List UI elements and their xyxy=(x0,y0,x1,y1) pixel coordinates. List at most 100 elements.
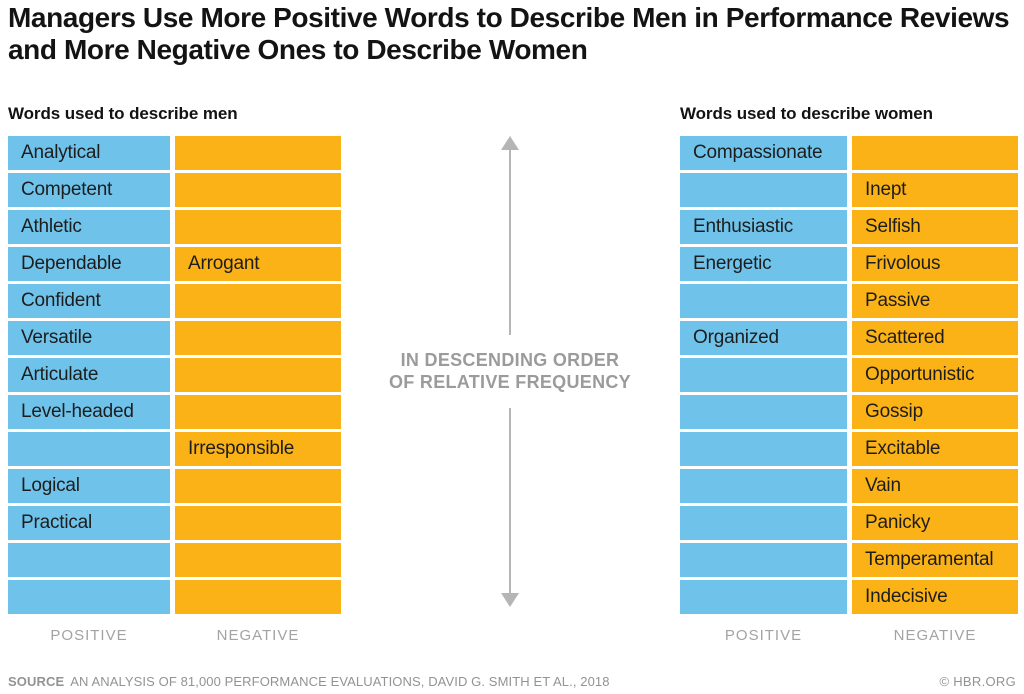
women-word-rows: Compassionate Inept Enthusiastic Selfish Ene… xyxy=(680,136,1018,614)
negative-word-cell: Vain xyxy=(852,469,1018,503)
positive-word-cell xyxy=(8,432,170,466)
women-negative-label: NEGATIVE xyxy=(893,627,977,644)
positive-word-cell: Energetic xyxy=(680,247,847,281)
men-words-panel: Words used to describe men Analytical Com… xyxy=(8,104,341,644)
positive-word-cell: Analytical xyxy=(8,136,170,170)
negative-word-cell: Inept xyxy=(852,173,1018,207)
arrow-up-icon xyxy=(501,136,519,150)
positive-word-cell: Dependable xyxy=(8,247,170,281)
word-row: Organized Scattered xyxy=(680,321,1018,355)
negative-word-cell xyxy=(175,580,341,614)
positive-word-cell: Practical xyxy=(8,506,170,540)
source-label: SOURCE xyxy=(8,674,65,689)
positive-word-cell xyxy=(8,580,170,614)
word-row: Practical xyxy=(8,506,341,540)
positive-word-cell: Versatile xyxy=(8,321,170,355)
word-row: Logical xyxy=(8,469,341,503)
positive-word-cell: Organized xyxy=(680,321,847,355)
positive-word-cell xyxy=(8,543,170,577)
positive-word-cell xyxy=(680,506,847,540)
frequency-annotation-line1: IN DESCENDING ORDER xyxy=(400,350,620,370)
positive-word-cell xyxy=(680,358,847,392)
word-row: Irresponsible xyxy=(8,432,341,466)
positive-word-cell xyxy=(680,543,847,577)
negative-word-cell: Gossip xyxy=(852,395,1018,429)
positive-word-cell xyxy=(680,469,847,503)
negative-word-cell xyxy=(175,395,341,429)
negative-word-cell xyxy=(175,321,341,355)
frequency-annotation-line2: OF RELATIVE FREQUENCY xyxy=(389,372,631,392)
word-row: Articulate xyxy=(8,358,341,392)
arrow-up-shaft xyxy=(509,149,511,335)
source-note: SOURCE AN ANALYSIS OF 81,000 PERFORMANCE … xyxy=(8,674,610,689)
positive-word-cell: Competent xyxy=(8,173,170,207)
arrow-down-shaft xyxy=(509,408,511,593)
word-row xyxy=(8,543,341,577)
men-word-rows: Analytical Competent Athletic Dependable Arr… xyxy=(8,136,341,614)
word-row: Inept xyxy=(680,173,1018,207)
word-row: Energetic Frivolous xyxy=(680,247,1018,281)
negative-word-cell xyxy=(175,210,341,244)
men-positive-label: POSITIVE xyxy=(50,627,128,644)
negative-word-cell: Passive xyxy=(852,284,1018,318)
positive-word-cell: Confident xyxy=(8,284,170,318)
word-row: Enthusiastic Selfish xyxy=(680,210,1018,244)
negative-word-cell: Excitable xyxy=(852,432,1018,466)
word-row: Indecisive xyxy=(680,580,1018,614)
hbr-credit: © HBR.ORG xyxy=(939,674,1016,689)
word-row: Competent xyxy=(8,173,341,207)
negative-word-cell xyxy=(175,136,341,170)
men-panel-header: Words used to describe men xyxy=(8,104,238,123)
word-row: Passive xyxy=(680,284,1018,318)
negative-word-cell xyxy=(175,469,341,503)
negative-word-cell: Opportunistic xyxy=(852,358,1018,392)
source-text: AN ANALYSIS OF 81,000 PERFORMANCE EVALUA… xyxy=(70,674,610,689)
chart-title: Managers Use More Positive Words to Desc… xyxy=(8,2,1010,65)
word-row xyxy=(8,580,341,614)
word-row: Panicky xyxy=(680,506,1018,540)
positive-word-cell: Logical xyxy=(8,469,170,503)
word-row: Analytical xyxy=(8,136,341,170)
negative-word-cell xyxy=(175,543,341,577)
word-row: Gossip xyxy=(680,395,1018,429)
women-column-labels: POSITIVE NEGATIVE xyxy=(680,627,1018,644)
word-row: Level-headed xyxy=(8,395,341,429)
positive-word-cell: Enthusiastic xyxy=(680,210,847,244)
negative-word-cell xyxy=(175,284,341,318)
arrow-down-icon xyxy=(501,593,519,607)
men-negative-label: NEGATIVE xyxy=(216,627,300,644)
negative-word-cell: Frivolous xyxy=(852,247,1018,281)
frequency-annotation: IN DESCENDING ORDER OF RELATIVE FREQUENC… xyxy=(350,349,670,393)
word-row: Temperamental xyxy=(680,543,1018,577)
negative-word-cell xyxy=(852,136,1018,170)
women-words-panel: Words used to describe women Compassiona… xyxy=(680,104,1018,644)
positive-word-cell xyxy=(680,395,847,429)
negative-word-cell: Arrogant xyxy=(175,247,341,281)
negative-word-cell: Irresponsible xyxy=(175,432,341,466)
negative-word-cell xyxy=(175,173,341,207)
negative-word-cell: Selfish xyxy=(852,210,1018,244)
women-panel-header: Words used to describe women xyxy=(680,104,933,123)
negative-word-cell xyxy=(175,506,341,540)
word-row: Athletic xyxy=(8,210,341,244)
negative-word-cell: Scattered xyxy=(852,321,1018,355)
positive-word-cell xyxy=(680,432,847,466)
positive-word-cell xyxy=(680,580,847,614)
positive-word-cell xyxy=(680,173,847,207)
word-row: Dependable Arrogant xyxy=(8,247,341,281)
positive-word-cell: Compassionate xyxy=(680,136,847,170)
word-row: Opportunistic xyxy=(680,358,1018,392)
negative-word-cell xyxy=(175,358,341,392)
word-row: Versatile xyxy=(8,321,341,355)
positive-word-cell: Level-headed xyxy=(8,395,170,429)
positive-word-cell xyxy=(680,284,847,318)
word-row: Compassionate xyxy=(680,136,1018,170)
negative-word-cell: Panicky xyxy=(852,506,1018,540)
men-column-labels: POSITIVE NEGATIVE xyxy=(8,627,341,644)
word-row: Confident xyxy=(8,284,341,318)
word-row: Excitable xyxy=(680,432,1018,466)
positive-word-cell: Athletic xyxy=(8,210,170,244)
word-row: Vain xyxy=(680,469,1018,503)
positive-word-cell: Articulate xyxy=(8,358,170,392)
